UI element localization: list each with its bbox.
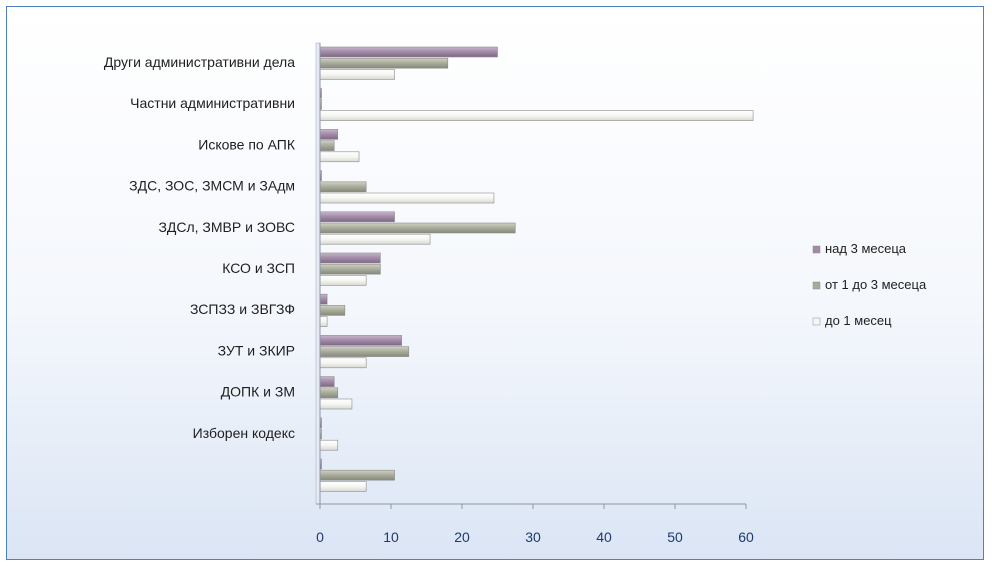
bar-от-1-до-3-месеца-4 <box>319 222 516 234</box>
bar-от-1-до-3-месеца-3 <box>319 181 367 193</box>
legend-label-1: от 1 до 3 месеца <box>825 277 927 292</box>
bar-над-3-месеца-7 <box>319 335 402 346</box>
category-label: ЗУТ и ЗКИР <box>218 342 295 358</box>
bar-от-1-до-3-месеца-10 <box>319 469 395 481</box>
legend-swatch-1 <box>812 281 821 290</box>
x-tick-label: 0 <box>316 529 324 545</box>
bar-до-1-месец-2 <box>319 151 360 163</box>
category-label: ЗДС, ЗОС, ЗМСМ и ЗАдм <box>129 178 295 194</box>
bar-от-1-до-3-месеца-7 <box>319 346 410 357</box>
bar-до-1-месец-8 <box>319 398 353 410</box>
category-label: Други административни дела <box>104 54 295 70</box>
x-tick-label: 20 <box>454 529 470 545</box>
bar-до-1-месец-3 <box>319 192 495 204</box>
bar-над-3-месеца-2 <box>319 129 339 140</box>
bar-от-1-до-3-месеца-8 <box>319 387 339 399</box>
category-label: Искове по АПК <box>198 136 296 152</box>
bar-от-1-до-3-месеца-6 <box>319 305 346 316</box>
bar-до-1-месец-10 <box>319 481 367 492</box>
bar-до-1-месец-1 <box>319 110 754 121</box>
legend-swatch-2 <box>812 317 821 326</box>
bar-до-1-месец-6 <box>319 316 328 327</box>
bar-над-3-месеца-5 <box>319 252 381 264</box>
category-label: Частни административни <box>130 95 295 111</box>
bar-до-1-месец-0 <box>319 69 395 80</box>
axis-wall <box>315 42 321 505</box>
bar-над-3-месеца-8 <box>319 376 335 387</box>
bar-до-1-месец-4 <box>319 233 431 245</box>
category-label: ЗДСл, ЗМВР и ЗОВС <box>158 219 295 235</box>
bar-до-1-месец-9 <box>319 439 339 451</box>
bar-до-1-месец-7 <box>319 357 367 369</box>
x-tick-label: 50 <box>667 529 683 545</box>
bar-над-3-месеца-0 <box>319 46 498 58</box>
bar-от-1-до-3-месеца-0 <box>319 57 449 69</box>
x-tick-label: 60 <box>738 529 754 545</box>
category-label: ДОПК и ЗМ <box>221 384 295 400</box>
bar-над-3-месеца-4 <box>319 211 395 223</box>
bar-над-3-месеца-6 <box>319 293 328 305</box>
category-label: КСО и ЗСП <box>222 260 295 276</box>
chart-frame: Други административни дела Частни админис… <box>6 6 984 560</box>
bar-от-1-до-3-месеца-2 <box>319 140 335 151</box>
x-tick-label: 30 <box>525 529 541 545</box>
bar-chart: Други административни дела Частни админис… <box>104 42 927 545</box>
category-label: ЗСПЗЗ и ЗВГЗФ <box>190 301 295 317</box>
legend-label-0: над 3 месеца <box>825 241 907 256</box>
x-tick-label: 10 <box>383 529 399 545</box>
legend-label-2: до 1 месец <box>825 313 892 328</box>
x-tick-label: 40 <box>596 529 612 545</box>
bar-до-1-месец-5 <box>319 275 367 286</box>
bar-от-1-до-3-месеца-5 <box>319 263 381 275</box>
legend-swatch-0 <box>812 245 821 254</box>
category-label: Изборен кодекс <box>193 425 295 441</box>
